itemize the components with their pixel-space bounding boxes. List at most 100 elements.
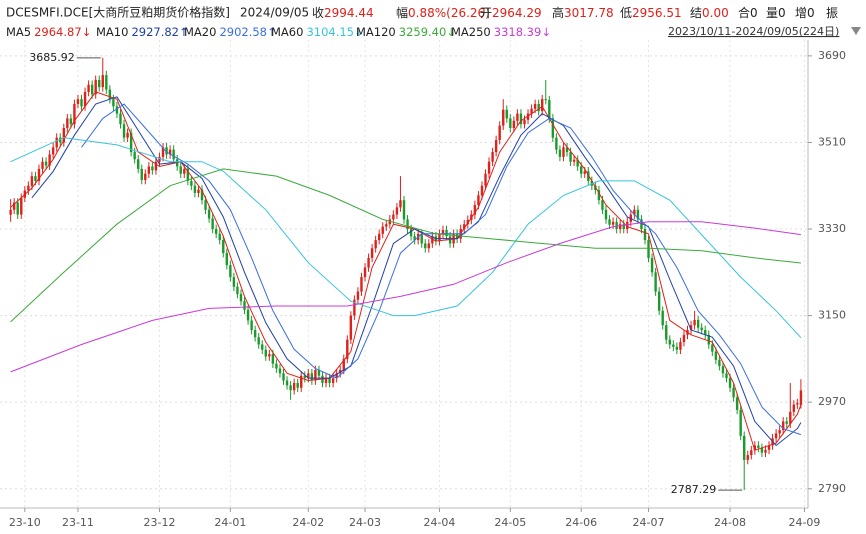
header-field: 增0 bbox=[795, 6, 815, 20]
field-value: 3017.78 bbox=[564, 6, 614, 20]
field-label: 合 bbox=[738, 5, 750, 20]
date: 2024/09/05 bbox=[240, 6, 309, 20]
candle-body bbox=[505, 109, 508, 119]
candle-body bbox=[562, 147, 565, 157]
candle-body bbox=[44, 161, 48, 166]
field-label: 低 bbox=[620, 6, 632, 20]
date-range[interactable]: 2023/10/11-2024/09/05(224日) bbox=[668, 25, 839, 38]
candle-body bbox=[750, 450, 753, 456]
x-tick-label: 23-10 bbox=[9, 516, 41, 529]
candle-body bbox=[675, 346, 679, 350]
candle-body bbox=[526, 113, 530, 120]
candle-body bbox=[746, 455, 749, 460]
candle-body bbox=[257, 337, 260, 345]
header-field: 结0.00 bbox=[690, 6, 729, 20]
legend-entry: MA10 2927.82↑ bbox=[96, 25, 189, 39]
legend-value: 3318.39 bbox=[494, 25, 542, 39]
candle-body bbox=[445, 229, 448, 237]
candle-body bbox=[615, 221, 618, 230]
candle-body bbox=[743, 435, 746, 460]
candle-body bbox=[197, 189, 200, 193]
candle-body bbox=[222, 240, 225, 254]
candle-body bbox=[204, 200, 207, 210]
candle-body bbox=[650, 257, 654, 273]
candle-body bbox=[179, 166, 182, 174]
candle-body bbox=[225, 253, 229, 266]
y-tick-label: 3510 bbox=[818, 135, 846, 148]
candle-body bbox=[569, 152, 572, 162]
candle-body bbox=[679, 342, 682, 350]
candle-body bbox=[94, 79, 97, 95]
candle-body bbox=[735, 397, 739, 410]
candle-body bbox=[767, 445, 771, 450]
candle-body bbox=[144, 173, 147, 180]
x-tick-label: 24-05 bbox=[494, 516, 526, 529]
candle-body bbox=[484, 173, 487, 186]
candle-body bbox=[207, 209, 211, 219]
field-label: 高 bbox=[552, 5, 564, 20]
candle-body bbox=[374, 240, 377, 249]
candle-body bbox=[98, 79, 101, 88]
candle-body bbox=[757, 445, 760, 448]
candle-body bbox=[41, 161, 44, 169]
candle-body bbox=[314, 369, 317, 381]
candle-body bbox=[151, 166, 154, 171]
field-value: 2964.29 bbox=[492, 6, 542, 20]
candle-body bbox=[541, 99, 544, 112]
candle-body bbox=[665, 325, 668, 340]
x-tick-label: 24-09 bbox=[788, 516, 820, 529]
y-tick-label: 3150 bbox=[818, 309, 846, 322]
candle-body bbox=[633, 209, 636, 215]
legend-entry: MA5 2964.87↓ bbox=[6, 25, 91, 39]
candle-body bbox=[12, 202, 16, 210]
candle-body bbox=[193, 185, 197, 193]
candle-body bbox=[349, 315, 353, 340]
candle-body bbox=[739, 409, 742, 436]
candle-body bbox=[331, 378, 335, 383]
x-tick-label: 23-12 bbox=[143, 516, 175, 529]
candle-body bbox=[477, 195, 480, 205]
candle-body bbox=[583, 171, 586, 174]
header-field: 开2964.29 bbox=[480, 6, 542, 20]
candle-body bbox=[406, 219, 409, 230]
candle-body bbox=[381, 226, 384, 234]
candle-body bbox=[353, 299, 356, 316]
candle-body bbox=[90, 84, 94, 95]
candle-body bbox=[161, 147, 165, 157]
candle-body bbox=[66, 118, 69, 129]
candle-body bbox=[721, 366, 725, 374]
candle-body bbox=[438, 233, 441, 242]
candle-body bbox=[555, 137, 558, 150]
candle-body bbox=[537, 103, 540, 112]
candle-body bbox=[317, 369, 321, 376]
candle-body bbox=[395, 207, 399, 215]
candle-body bbox=[168, 149, 172, 155]
candle-body bbox=[608, 219, 611, 225]
candle-body bbox=[544, 99, 547, 101]
candle-body bbox=[643, 229, 647, 241]
legend-value: 2902.58 bbox=[219, 25, 267, 39]
candle-body bbox=[105, 75, 108, 90]
candle-body bbox=[424, 243, 427, 249]
candle-body bbox=[172, 149, 175, 160]
candle-body bbox=[693, 319, 696, 326]
candle-body bbox=[76, 99, 80, 104]
field-label: 量 bbox=[766, 6, 778, 20]
candle-body bbox=[186, 168, 190, 181]
candle-body bbox=[51, 147, 55, 155]
candle-body bbox=[657, 291, 661, 311]
candle-body bbox=[218, 233, 221, 241]
candle-body bbox=[229, 265, 232, 278]
candle-body bbox=[647, 240, 650, 258]
candle-body bbox=[282, 373, 285, 381]
candle-body bbox=[158, 156, 161, 162]
candle-body bbox=[611, 221, 615, 225]
candle-body bbox=[9, 209, 12, 215]
header-field: 量0 bbox=[766, 6, 786, 20]
header-field: 高3017.78 bbox=[552, 5, 614, 20]
candle-body bbox=[696, 319, 700, 328]
candle-body bbox=[622, 224, 625, 230]
candle-body bbox=[409, 229, 413, 237]
header-field: 合0 bbox=[738, 5, 758, 20]
dropdown-arrow[interactable] bbox=[851, 27, 861, 35]
